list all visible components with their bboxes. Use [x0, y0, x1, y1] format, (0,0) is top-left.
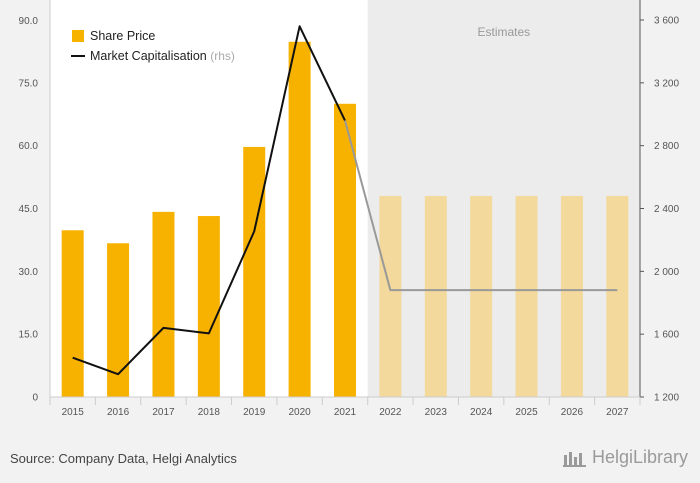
x-tick-label: 2015 — [62, 407, 85, 418]
y-right-tick-label: 1 200 — [654, 393, 679, 404]
line-market-cap-actual[interactable] — [72, 25, 346, 376]
y-right-tick-label: 2 800 — [654, 141, 679, 152]
y-left-tick-label: 0 — [32, 393, 38, 404]
bar-share-price-2023[interactable] — [424, 195, 447, 397]
estimates-label: Estimates — [478, 25, 531, 39]
source-note: Source: Company Data, Helgi Analytics — [10, 451, 237, 466]
bar-share-price-2019[interactable] — [243, 146, 266, 397]
chart-svg: Estimates 0 15.0 30.0 45.0 60.0 75.0 90.0 1 200 1… — [19, 0, 679, 418]
x-tick-label: 2023 — [425, 407, 448, 418]
x-tick-label: 2020 — [288, 407, 311, 418]
bar-share-price-2027[interactable] — [606, 195, 629, 397]
bar-share-price-2021[interactable] — [334, 103, 356, 398]
x-tick-label: 2022 — [379, 407, 402, 418]
x-tick-label: 2017 — [152, 407, 175, 418]
y-left-tick-label: 45.0 — [19, 204, 39, 215]
library-icon — [562, 451, 586, 467]
x-tick-label: 2018 — [198, 407, 221, 418]
brand-logo[interactable]: HelgiLibrary — [562, 447, 688, 468]
legend-share-price-swatch — [72, 30, 84, 42]
y-right-tick-label: 2 400 — [654, 204, 679, 215]
bar-share-price-2024[interactable] — [470, 195, 493, 397]
bar-share-price-2016[interactable] — [107, 243, 130, 397]
x-tick-label: 2019 — [243, 407, 266, 418]
legend-share-price-label: Share Price — [90, 29, 155, 43]
estimates-band — [367, 0, 640, 397]
y-left-tick-label: 30.0 — [19, 267, 39, 278]
bar-share-price-2025[interactable] — [515, 195, 538, 397]
y-right-tick-label: 3 200 — [654, 78, 679, 89]
y-left-tick-label: 60.0 — [19, 141, 39, 152]
y-left-tick-label: 75.0 — [19, 78, 39, 89]
x-tick-label: 2026 — [561, 407, 584, 418]
y-left-tick-label: 90.0 — [19, 16, 39, 27]
x-tick-label: 2027 — [606, 407, 629, 418]
footer: Source: Company Data, Helgi Analytics He… — [0, 438, 700, 483]
y-right-tick-label: 2 000 — [654, 267, 679, 278]
line-market-cap-estimate[interactable] — [344, 120, 618, 292]
y-left-tick-label: 15.0 — [19, 330, 39, 341]
y-right-tick-label: 3 600 — [654, 16, 679, 27]
x-tick-label: 2024 — [470, 407, 493, 418]
x-tick-label: 2021 — [334, 407, 357, 418]
bar-share-price-2026[interactable] — [560, 195, 583, 397]
bar-share-price-2017[interactable] — [152, 211, 175, 397]
legend-rhs-note: (rhs) — [210, 49, 235, 63]
bar-share-price-2022[interactable] — [379, 195, 402, 397]
bar-share-price-2018[interactable] — [197, 216, 220, 397]
bar-share-price-2015[interactable] — [61, 230, 84, 397]
y-right-tick-label: 1 600 — [654, 330, 679, 341]
x-tick-label: 2025 — [515, 407, 538, 418]
legend-market-cap-label: Market Capitalisation (rhs) — [90, 49, 235, 63]
x-tick-label: 2016 — [107, 407, 130, 418]
brand-name: HelgiLibrary — [591, 447, 688, 467]
bar-share-price-2020[interactable] — [288, 41, 311, 397]
